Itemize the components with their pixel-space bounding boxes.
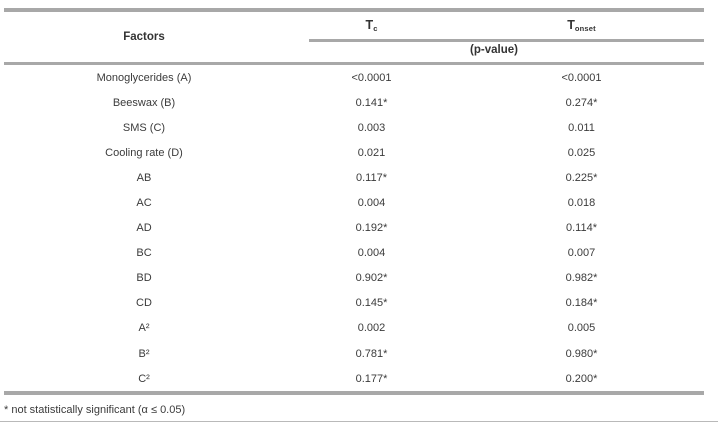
tc-pvalue: 0.002 bbox=[357, 322, 386, 335]
tc-pvalue: 0.021 bbox=[357, 146, 386, 159]
factor-label: A² bbox=[138, 322, 150, 335]
factor-label: Beeswax (B) bbox=[112, 96, 176, 109]
column-header-pvalue: (p-value) bbox=[470, 43, 518, 56]
tonset-pvalue: <0.0001 bbox=[561, 71, 602, 84]
table-header: Factors Tc Tonset (p-value) bbox=[4, 12, 704, 62]
table-row: CD 0.145* 0.184* bbox=[4, 291, 704, 316]
tonset-pvalue: 0.005 bbox=[567, 322, 596, 335]
factor-label: BC bbox=[136, 247, 152, 260]
column-header-factors: Factors bbox=[123, 30, 165, 43]
tc-pvalue: 0.177* bbox=[355, 372, 388, 385]
tonset-pvalue: 0.025 bbox=[567, 146, 596, 159]
tc-pvalue: 0.781* bbox=[355, 347, 388, 360]
tonset-pvalue: 0.225* bbox=[565, 171, 598, 184]
factor-label: Cooling rate (D) bbox=[105, 146, 183, 159]
table-row: AB 0.117* 0.225* bbox=[4, 165, 704, 190]
header-sub-rule bbox=[309, 39, 704, 42]
table-row: AC 0.004 0.018 bbox=[4, 190, 704, 215]
tc-pvalue: 0.117* bbox=[356, 171, 387, 184]
tonset-pvalue: 0.114* bbox=[566, 222, 597, 235]
significance-footnote: * not statistically significant (α ≤ 0.0… bbox=[4, 403, 186, 416]
column-header-tonset: Tonset bbox=[567, 17, 596, 33]
tc-pvalue: 0.003 bbox=[357, 121, 386, 134]
factor-label: B² bbox=[138, 347, 150, 360]
factor-label: BD bbox=[136, 272, 152, 285]
factor-label: CD bbox=[136, 297, 152, 310]
table-row: Cooling rate (D) 0.021 0.025 bbox=[4, 140, 704, 165]
tc-pvalue: 0.192* bbox=[355, 222, 388, 235]
table-row: Beeswax (B) 0.141* 0.274* bbox=[4, 90, 704, 115]
tc-pvalue: <0.0001 bbox=[351, 71, 392, 84]
temperature-column-headers: Tc Tonset bbox=[284, 18, 704, 33]
table-row: SMS (C) 0.003 0.011 bbox=[4, 115, 704, 140]
tc-pvalue: 0.145* bbox=[355, 297, 388, 310]
factor-label: C² bbox=[138, 372, 150, 385]
factor-label: AB bbox=[136, 171, 152, 184]
tonset-pvalue: 0.007 bbox=[567, 247, 596, 260]
tonset-pvalue: 0.018 bbox=[567, 197, 596, 210]
table-bottom-rule bbox=[4, 391, 704, 395]
table-row: B² 0.781* 0.980* bbox=[4, 341, 704, 366]
table-row: A² 0.002 0.005 bbox=[4, 316, 704, 341]
table-row: BD 0.902* 0.982* bbox=[4, 266, 704, 291]
tc-pvalue: 0.004 bbox=[357, 197, 386, 210]
tonset-pvalue: 0.011 bbox=[568, 121, 595, 134]
factor-label: Monoglycerides (A) bbox=[96, 71, 192, 84]
tonset-pvalue: 0.184* bbox=[565, 297, 598, 310]
factor-label: SMS (C) bbox=[122, 121, 166, 134]
tonset-pvalue: 0.200* bbox=[565, 372, 598, 385]
table-row: Monoglycerides (A) <0.0001 <0.0001 bbox=[4, 65, 704, 90]
pvalue-table: Factors Tc Tonset (p-value) Monoglycerid… bbox=[4, 8, 704, 416]
table-row: C² 0.177* 0.200* bbox=[4, 366, 704, 391]
table-row: BC 0.004 0.007 bbox=[4, 241, 704, 266]
table-top-rule bbox=[4, 8, 704, 12]
header-bottom-rule bbox=[4, 61, 704, 65]
column-header-tc: Tc bbox=[365, 17, 378, 33]
tc-pvalue: 0.004 bbox=[357, 247, 386, 260]
tonset-pvalue: 0.980* bbox=[565, 347, 598, 360]
table-body: Monoglycerides (A) <0.0001 <0.0001 Beesw… bbox=[4, 65, 704, 391]
tonset-pvalue: 0.982* bbox=[565, 272, 598, 285]
table-row: AD 0.192* 0.114* bbox=[4, 216, 704, 241]
tc-pvalue: 0.902* bbox=[355, 272, 388, 285]
factor-label: AC bbox=[136, 197, 152, 210]
factor-label: AD bbox=[136, 222, 152, 235]
page-bottom-rule bbox=[0, 420, 718, 422]
tonset-pvalue: 0.274* bbox=[565, 96, 598, 109]
tc-pvalue: 0.141* bbox=[355, 96, 388, 109]
